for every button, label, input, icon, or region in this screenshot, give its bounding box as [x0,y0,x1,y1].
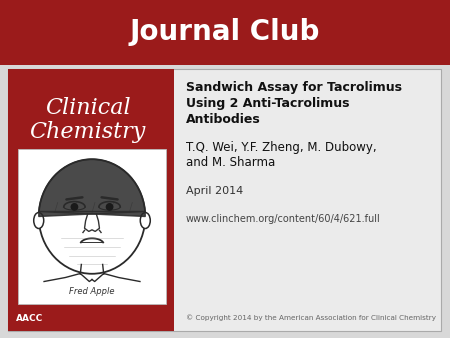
Bar [8,69,441,331]
Text: Chemistry: Chemistry [30,121,146,143]
Text: Antibodies: Antibodies [186,113,261,126]
Text: Sandwich Assay for Tacrolimus: Sandwich Assay for Tacrolimus [186,81,402,94]
Text: and M. Sharma: and M. Sharma [186,156,275,169]
Text: Journal Club: Journal Club [130,19,320,47]
Ellipse shape [39,159,145,274]
Text: Using 2 Anti-Tacrolimus: Using 2 Anti-Tacrolimus [186,97,350,110]
Text: www.clinchem.org/content/60/4/621.full: www.clinchem.org/content/60/4/621.full [186,214,381,224]
Text: Fred Apple: Fred Apple [69,287,115,296]
Ellipse shape [34,213,44,228]
Circle shape [106,204,113,210]
Bar [18,149,166,304]
Text: © Copyright 2014 by the American Association for Clinical Chemistry: © Copyright 2014 by the American Associa… [186,314,436,321]
Circle shape [71,204,77,210]
Text: April 2014: April 2014 [186,186,243,196]
Text: Clinical: Clinical [45,97,130,119]
Ellipse shape [140,213,150,228]
Bar [8,69,174,331]
Text: T.Q. Wei, Y.F. Zheng, M. Dubowy,: T.Q. Wei, Y.F. Zheng, M. Dubowy, [186,141,377,154]
Bar [0,0,450,65]
Text: AACC: AACC [16,314,43,323]
Polygon shape [39,159,145,217]
